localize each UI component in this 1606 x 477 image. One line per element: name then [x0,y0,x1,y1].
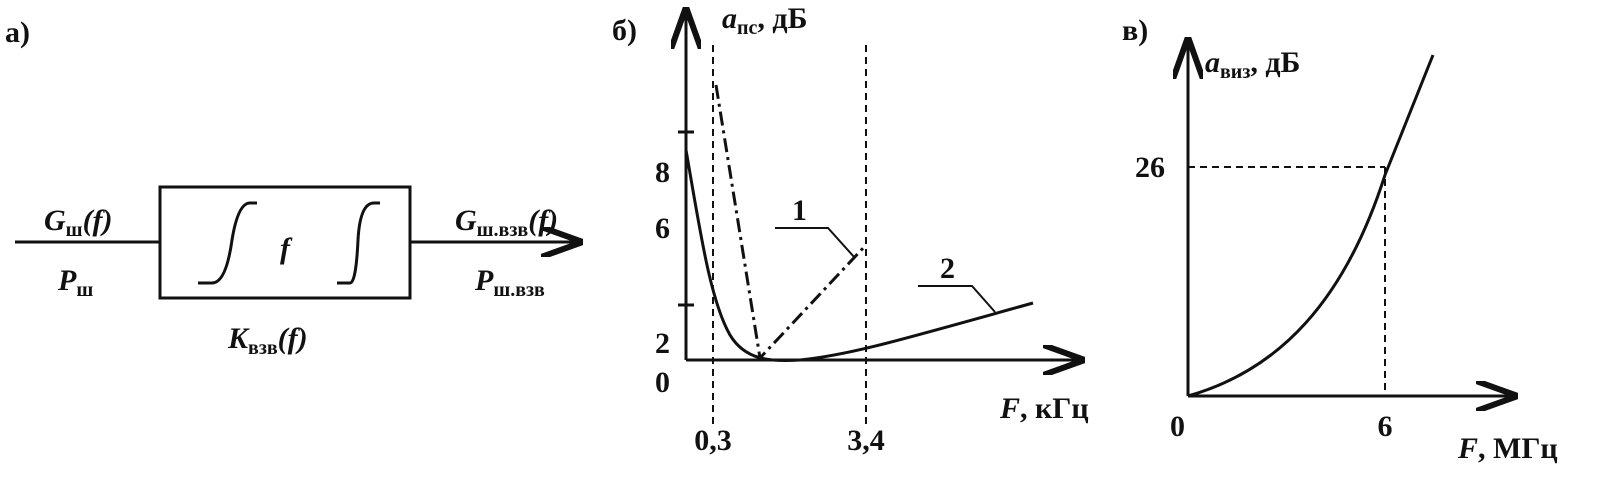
text-part: взв [248,337,278,359]
text-part: F [999,392,1020,425]
text-part: P [57,264,77,297]
y-axis-label: aпс, дБ [722,2,807,39]
x-tick-label: 0 [1170,410,1185,443]
text-part: виз [1220,61,1250,83]
curve-2 [684,149,1034,363]
text-part: , дБ [1250,46,1300,79]
panel-b: б) aпс, дБ 8 6 2 0 0,3 3,4 F, кГц 1 2 [612,2,1089,457]
curve-label: 1 [792,194,807,227]
text-part: ш.взв [493,279,545,301]
text-part: , кГц [1020,392,1089,425]
text-part: a [1205,46,1220,79]
panel-a: а) Gш(f) Pш f Kвзв(f) Gш.взв(f) Pш.взв [5,16,580,359]
text-part: G [455,204,477,237]
block-caption: Kвзв(f) [227,322,308,359]
text-part: a [722,2,737,35]
panel-label: б) [612,14,637,47]
text-part: пс [737,17,758,39]
panel-c: в) aвиз, дБ 26 0 6 F, МГц [1122,14,1558,465]
text-part: G [44,204,66,237]
text-part: ш.взв [477,219,529,241]
block-symbol: f [280,232,293,265]
curve [1187,54,1435,398]
filter-edge [337,201,380,285]
y-tick-label: 0 [655,366,670,399]
y-tick-label: 26 [1135,151,1165,184]
text-part: ш [76,279,93,301]
y-tick-label: 6 [655,212,670,245]
curve-1 [714,84,868,362]
x-tick-label: 0,3 [694,424,732,457]
x-axis-label: F, МГц [1457,432,1558,465]
text-part: F [1457,432,1478,465]
curve-label: 2 [940,252,955,285]
text-part: (f) [528,204,558,237]
y-tick-label: 2 [655,327,670,360]
leader [918,285,996,313]
text-part: P [474,264,494,297]
x-tick-label: 3,4 [847,424,885,457]
panel-label: в) [1122,14,1148,47]
text-part: ш [66,219,83,241]
input-power: Pш [57,264,93,301]
text-part: (f) [278,322,308,355]
text-part: , МГц [1478,432,1558,465]
input-spectrum: Gш(f) [44,204,113,241]
y-tick-label: 8 [655,156,670,189]
x-tick-label: 6 [1378,410,1393,443]
leader [775,227,856,259]
filter-edge [198,201,257,285]
text-part: , дБ [757,2,807,35]
output-spectrum: Gш.взв(f) [455,204,558,241]
y-axis-label: aвиз, дБ [1205,46,1300,83]
panel-label: а) [5,16,30,49]
text-part: (f) [83,204,113,237]
text-part: K [227,322,250,355]
x-axis-label: F, кГц [999,392,1089,425]
output-power: Pш.взв [474,264,545,301]
